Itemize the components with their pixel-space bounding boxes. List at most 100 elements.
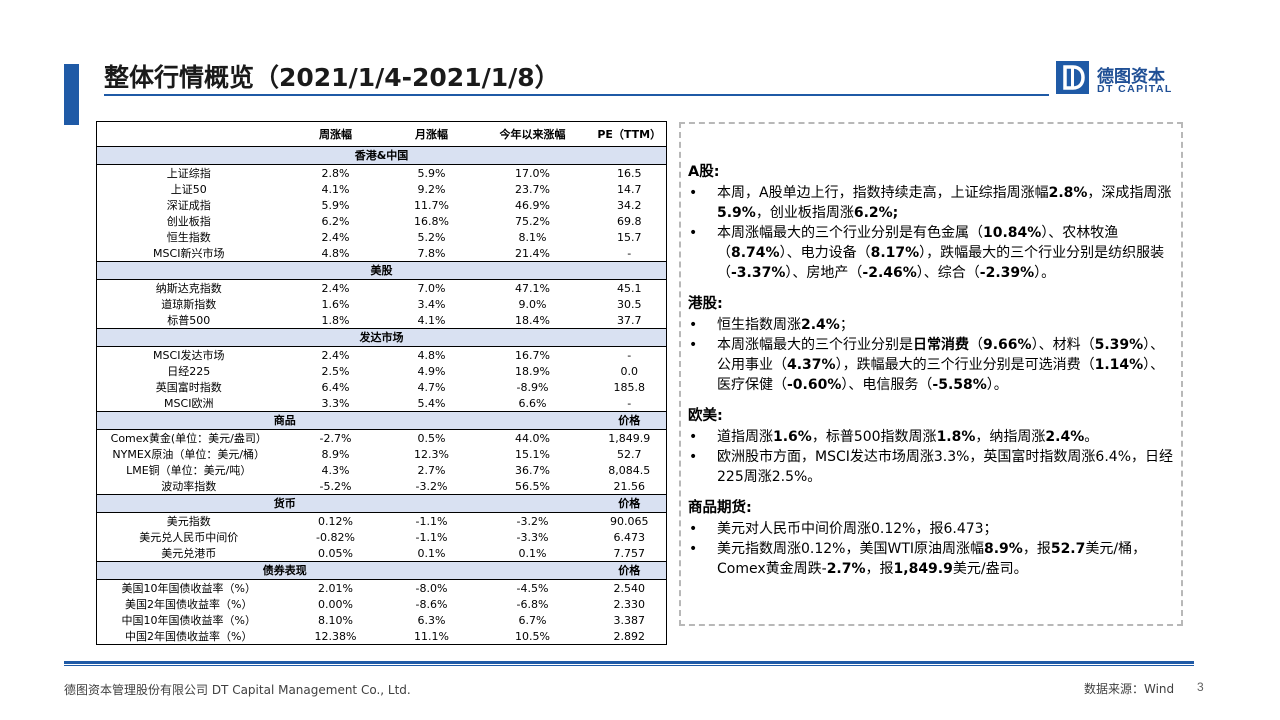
table-row: 上证50 4.1% 9.2% 23.7% 14.7 [97, 181, 667, 197]
table-cell: 15.7 [617, 230, 642, 244]
table-section-row: 美股 [96, 261, 667, 280]
table-cell: -8.9% [516, 380, 549, 394]
bullet-text: 美元指数周涨0.12%，美国WTI原油周涨幅 [717, 541, 984, 557]
bullet-icon: • [689, 337, 698, 353]
table-cell: 0.5% [417, 431, 446, 445]
table-cell: 8.1% [518, 230, 547, 244]
table-section-price-label: 价格 [592, 561, 667, 580]
table-section-row: 货币 价格 [96, 494, 667, 513]
table-cell: 1,849.9 [608, 431, 651, 445]
bullet-text: 美元对人民币中间价周涨0.12%，报6.473； [717, 521, 998, 537]
commentary-bullet: • 欧洲股市方面，MSCI发达市场周涨3.3%，英国富时指数周涨6.4%，日经22… [688, 447, 1176, 487]
table-row-label: 创业板指 [166, 214, 211, 228]
table-cell: 1.6% [321, 297, 350, 311]
table-row: 中国10年国债收益率（%） 8.10% 6.3% 6.7% 3.387 [97, 612, 667, 628]
bullet-icon: • [689, 429, 698, 445]
bullet-highlight: 2.7% [826, 561, 866, 577]
table-cell: 16.7% [515, 348, 550, 362]
table-cell: -1.1% [415, 514, 448, 528]
commentary-bullet: • 本周涨幅最大的三个行业分别是有色金属（10.84%）、农林牧渔（8.74%）、… [688, 223, 1176, 283]
table-row-label: MSCI发达市场 [153, 348, 225, 362]
bullet-highlight: 2.4% [801, 317, 840, 333]
section-gap [688, 395, 1176, 406]
bullet-highlight: 9.66% [983, 337, 1032, 353]
table-row-label: 中国10年国债收益率（%） [121, 613, 256, 627]
bullet-text: ，纳指周涨 [975, 429, 1046, 445]
bullet-text: ），跌幅最大的三个行业分别是纺织服装（ [717, 245, 1165, 281]
bullet-highlight: 1.14% [1094, 357, 1144, 373]
table-row-label: NYMEX原油（单位：美元/桶） [112, 447, 266, 461]
table-cell: -1.1% [415, 530, 448, 544]
table-header-cell: 月涨幅 [390, 121, 473, 147]
table-cell: 5.2% [417, 230, 446, 244]
bullet-text: ； [839, 317, 854, 333]
table-cell: 2.4% [321, 348, 350, 362]
table-cell: 4.8% [321, 246, 350, 260]
table-cell: -3.2% [516, 514, 549, 528]
table-cell: 8,084.5 [608, 463, 651, 477]
bullet-text: ，标普500指数周涨 [811, 429, 937, 445]
bullet-highlight: -3.37% [731, 265, 786, 281]
bullet-highlight: 10.84% [983, 225, 1042, 241]
table-section-title: 发达市场 [96, 328, 667, 347]
bullet-text: ，创业板指周涨 [755, 205, 854, 221]
table-row-label: 道琼斯指数 [161, 297, 217, 311]
bullet-icon: • [689, 317, 698, 333]
table-cell: 14.7 [617, 182, 642, 196]
table-cell: 0.1% [417, 546, 446, 560]
bullet-icon: • [689, 185, 698, 201]
commentary-bullet: • 美元对人民币中间价周涨0.12%，报6.473； [688, 519, 1176, 539]
table-cell: -6.8% [516, 597, 549, 611]
commentary-section-title: A股: [688, 164, 720, 180]
bullet-highlight: 52.7 [1050, 541, 1086, 557]
bullet-text: 美元/盎司。 [952, 561, 1028, 577]
table-cell: 15.1% [515, 447, 550, 461]
table-cell: 46.9% [515, 198, 550, 212]
table-section-spacer [472, 561, 593, 580]
bullet-text: 本周涨幅最大的三个行业分别是有色金属（ [717, 225, 983, 241]
table-cell: 7.8% [417, 246, 446, 260]
table-cell: 36.7% [515, 463, 550, 477]
table-cell: 1.8% [321, 313, 350, 327]
table-cell: - [627, 348, 632, 362]
table-cell: 0.0 [620, 364, 639, 378]
table-cell: 2.4% [321, 230, 350, 244]
table-cell: 8.10% [318, 613, 353, 627]
table-cell: 10.5% [515, 629, 550, 643]
table-cell: 34.2 [617, 198, 642, 212]
page-title: 整体行情概览（2021/1/4-2021/1/8） [104, 63, 560, 92]
table-row-label: MSCI新兴市场 [153, 246, 225, 260]
bullet-text: ）、房地产（ [785, 265, 863, 281]
table-row-label: 日经225 [167, 364, 211, 378]
bullet-text: ）、医疗保健（ [717, 357, 1165, 393]
table-cell: 16.8% [414, 214, 449, 228]
table-cell: 2.892 [613, 629, 646, 643]
commentary-bullet: • 恒生指数周涨2.4%； [688, 315, 1176, 335]
table-cell: 21.56 [613, 479, 646, 493]
table-cell: 4.9% [417, 364, 446, 378]
bullet-highlight: 8.74% [731, 245, 780, 261]
table-row-label: 中国2年国债收益率（%） [125, 629, 253, 643]
bullet-text: 欧洲股市方面，MSCI发达市场周涨3.3%，英国富时指数周涨6.4%，日经225… [717, 449, 1174, 485]
table-cell: 5.9% [417, 166, 446, 180]
bullet-text: ，报 [1022, 541, 1051, 557]
table-row-label: 上证50 [170, 182, 207, 196]
table-cell: 18.4% [515, 313, 550, 327]
table-cell: 56.5% [515, 479, 550, 493]
footer-divider-thin [64, 665, 1194, 666]
bullet-highlight: 5.39% [1094, 337, 1144, 353]
logo-text-en: DT CAPITAL [1097, 83, 1173, 95]
table-row: MSCI欧洲 3.3% 5.4% 6.6% - [97, 395, 667, 412]
table-cell: 16.5 [617, 166, 642, 180]
bullet-text: ）、电力设备（ [779, 245, 871, 261]
footer-company: 德图资本管理股份有限公司 DT Capital Management Co., … [64, 683, 411, 697]
table-cell: 3.3% [321, 396, 350, 410]
table-cell: 185.8 [613, 380, 646, 394]
table-cell: -3.2% [415, 479, 448, 493]
table-cell: - [627, 246, 632, 260]
title-accent-bar [64, 64, 79, 125]
table-cell: 2.7% [417, 463, 446, 477]
table-row: 美元指数 0.12% -1.1% -3.2% 90.065 [97, 513, 667, 530]
bullet-text: 道指周涨 [717, 429, 773, 445]
table-cell: 9.0% [518, 297, 547, 311]
